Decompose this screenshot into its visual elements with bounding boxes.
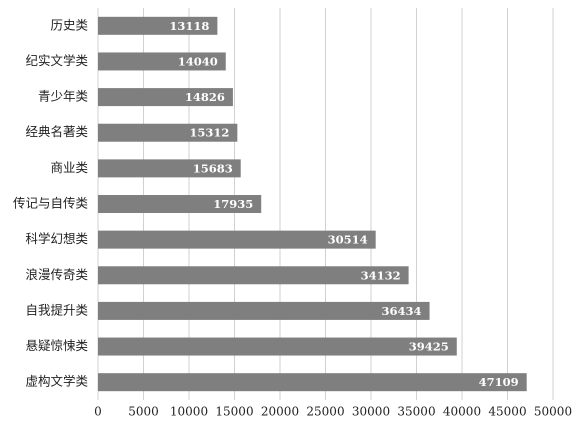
x-tick-label: 25000 — [306, 405, 344, 419]
bar — [98, 373, 527, 392]
y-tick-label: 经典名著类 — [25, 124, 88, 139]
bar — [98, 337, 457, 356]
x-tick-label: 0 — [94, 405, 102, 419]
x-tick-label: 20000 — [261, 405, 299, 419]
data-label: 15312 — [189, 126, 229, 140]
y-tick-label: 传记与自传类 — [13, 196, 89, 211]
data-label: 39425 — [409, 340, 449, 354]
y-tick-label: 悬疑惊悚类 — [25, 338, 88, 353]
x-tick-label: 15000 — [215, 405, 253, 419]
x-tick-label: 45000 — [488, 405, 526, 419]
x-tick-label: 5000 — [128, 405, 159, 419]
data-label: 13118 — [169, 19, 209, 33]
bar — [98, 88, 233, 107]
data-label: 34132 — [361, 268, 401, 282]
data-label: 15683 — [193, 161, 233, 175]
data-label: 30514 — [328, 233, 368, 247]
y-tick-label: 科学幻想类 — [25, 231, 88, 246]
bar — [98, 123, 238, 142]
x-tick-label: 50000 — [534, 405, 572, 419]
bar — [98, 195, 262, 213]
bar — [98, 230, 376, 249]
bar — [98, 52, 226, 71]
y-tick-label: 历史类 — [50, 17, 88, 32]
data-label: 17935 — [213, 197, 253, 211]
data-label: 14826 — [185, 90, 225, 104]
bar — [98, 266, 409, 285]
data-label: 47109 — [479, 375, 519, 389]
data-label: 36434 — [382, 304, 422, 318]
data-label: 14040 — [178, 54, 218, 68]
y-tick-label: 青少年类 — [38, 89, 89, 104]
bar — [98, 159, 241, 178]
x-tick-label: 35000 — [397, 405, 435, 419]
x-tick-label: 40000 — [443, 405, 481, 419]
bar — [98, 301, 430, 320]
x-tick-label: 10000 — [170, 405, 208, 419]
y-tick-label: 纪实文学类 — [25, 53, 88, 68]
bar — [98, 16, 218, 35]
y-tick-label: 虚构文学类 — [25, 374, 88, 389]
x-tick-label: 30000 — [352, 405, 390, 419]
y-tick-label: 商业类 — [50, 160, 88, 175]
y-tick-label: 浪漫传奇类 — [25, 267, 88, 282]
y-tick-label: 自我提升类 — [25, 302, 88, 317]
